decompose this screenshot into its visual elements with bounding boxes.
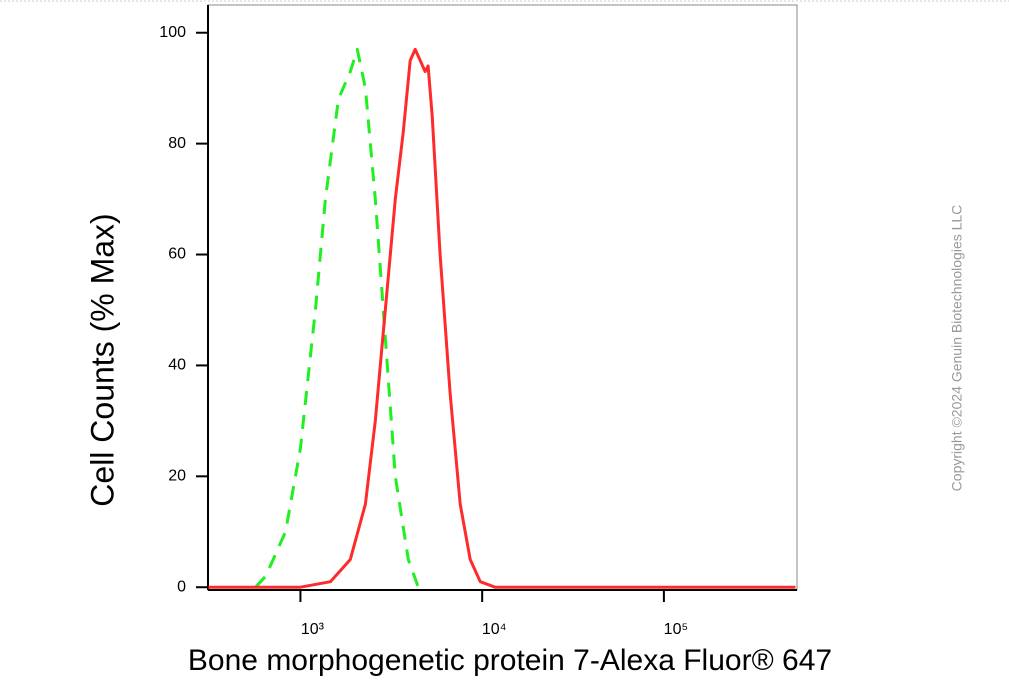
x-tick-label: 10⁵ (664, 621, 688, 638)
x-tick-label: 10³ (301, 621, 325, 638)
y-tick-label: 20 (168, 468, 186, 485)
y-tick-label: 80 (168, 135, 186, 152)
x-axis-label: Bone morphogenetic protein 7-Alexa Fluor… (188, 644, 832, 677)
x-tick-label: 10⁴ (482, 621, 507, 638)
y-tick-label: 100 (159, 24, 186, 41)
series-line (208, 47, 796, 589)
copyright: Copyright ©2024 Genuin Biotechnologies L… (949, 205, 965, 492)
y-tick-label: 60 (168, 246, 186, 263)
y-axis-label: Cell Counts (% Max) (84, 213, 120, 506)
plot-frame (207, 4, 798, 591)
y-tick-label: 0 (177, 578, 186, 595)
series-line (254, 47, 420, 589)
y-tick-label: 40 (168, 357, 186, 374)
